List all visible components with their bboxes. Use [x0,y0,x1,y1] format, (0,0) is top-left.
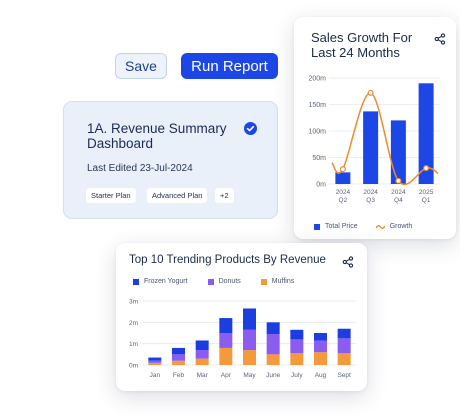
bar-frozen-yogurt [172,347,185,355]
x-tick-label: Feb [173,372,185,379]
y-tick-label: 0m [129,363,138,370]
x-tick-label: Jan [150,372,161,379]
legend-frozen-yogurt-label: Frozen Yogurt [144,278,188,285]
last-edited: Last Edited 23-Jul-2024 [87,163,193,174]
bar-donuts [172,354,185,361]
bar-frozen-yogurt [195,340,209,351]
bar-frozen-yogurt [290,329,304,340]
bar-donuts [219,333,233,348]
x-tick-label-quarter: Q4 [394,197,403,204]
bar-frozen-yogurt [266,322,280,335]
sales-growth-chart: 0m50m100m150m200m2024Q22024Q32024Q42025Q… [308,76,440,204]
save-button[interactable]: Save [115,53,167,79]
report-summary-card[interactable]: 1A. Revenue Summary Dashboard Last Edite… [63,101,278,219]
bar-muffins [337,353,351,365]
report-title: 1A. Revenue Summary Dashboard [87,121,227,151]
trending-products-card: Top 10 Trending Products By Revenue Froz… [116,243,367,391]
legend-donuts-label: Donuts [218,278,241,285]
tag-advanced-plan[interactable]: Advanced Plan [147,188,208,203]
sales-growth-card: Sales Growth For Last 24 Months 0m 50m 100… [294,17,456,239]
bar-frozen-yogurt [219,318,233,333]
growth-point [367,89,374,96]
sales-chart-title: Sales Growth For Last 24 Months [311,30,413,60]
x-tick-label: June [266,372,280,379]
share-icon[interactable] [434,32,446,45]
growth-point [339,166,346,173]
bar-donuts [290,339,304,354]
bar-total-price [390,120,406,184]
trending-products-chart: 0m 1m 2m 3m Jan Feb Mar Apr May June July Aug Sept [129,299,356,379]
x-tick-label: July [291,372,303,379]
y-tick-label: 3m [129,299,138,306]
bar-muffins [290,353,304,365]
bar-total-price [335,172,351,184]
legend-growth-label: Growth [389,223,413,230]
x-tick-label: Aug [315,372,327,379]
bar-frozen-yogurt [243,308,256,330]
y-tick-label: 2m [129,320,138,327]
bar-donuts [337,338,351,354]
bar-muffins [172,360,185,365]
x-tick-label-year: 2024 [336,189,351,196]
bar-muffins [148,362,162,365]
tag-more-count[interactable]: +2 [215,188,234,203]
x-tick-label: Apr [221,372,232,379]
growth-point [395,177,402,184]
x-tick-label-year: 2024 [391,189,406,196]
legend-frozen-yogurt: Frozen Yogurt [133,278,188,285]
y-tick-label: 150m [308,102,326,109]
bar-total-price [363,111,379,184]
x-tick-label-quarter: Q3 [366,197,375,204]
legend-muffins: Muffins [260,278,295,285]
bar-muffins [266,354,280,365]
bar-donuts [314,340,327,353]
legend-total-price-label: Total Price [325,223,358,230]
checkmark-icon[interactable] [244,122,257,135]
legend-total-price-swatch [314,223,320,230]
tag-starter-plan[interactable]: Starter Plan [86,188,136,203]
legend-donuts-swatch [207,278,214,285]
trending-legend: Frozen Yogurt Donuts Muffins [133,278,314,285]
bar-muffins [195,358,209,365]
bar-muffins [314,352,327,365]
bar-muffins [219,347,233,365]
bar-donuts [243,329,256,351]
legend-muffins-label: Muffins [271,278,295,285]
bar-total-price [418,83,434,184]
trending-chart-title: Top 10 Trending Products By Revenue [129,254,326,266]
growth-point [423,165,430,172]
y-tick-label: 200m [308,76,326,83]
legend-growth: Growth [375,223,413,230]
y-tick-label: 50m [312,155,326,162]
legend-muffins-swatch [260,278,267,285]
x-tick-label-quarter: Q2 [339,197,348,204]
x-tick-label: Sept [337,372,351,379]
y-tick-label: 0m [316,182,326,189]
bar-frozen-yogurt [314,333,327,341]
legend-donuts: Donuts [207,278,241,285]
y-tick-label: 100m [308,129,326,136]
sales-legend: Total Price Growth [314,223,430,230]
y-tick-label: 1m [129,341,138,348]
legend-growth-swatch [375,224,385,229]
bar-frozen-yogurt [148,357,162,361]
x-tick-label-year: 2025 [419,189,434,196]
x-tick-label: May [243,372,256,379]
bar-donuts [266,334,280,355]
bar-donuts [148,360,162,363]
legend-frozen-yogurt-swatch [133,278,139,285]
bar-donuts [195,350,209,359]
bar-frozen-yogurt [337,328,351,339]
bar-muffins [243,350,256,365]
x-tick-label-year: 2024 [363,189,378,196]
x-tick-label: Mar [197,372,209,379]
x-tick-label-quarter: Q1 [422,197,431,204]
run-report-button[interactable]: Run Report [181,53,278,79]
share-icon[interactable] [342,255,354,268]
legend-total-price: Total Price [314,223,358,230]
